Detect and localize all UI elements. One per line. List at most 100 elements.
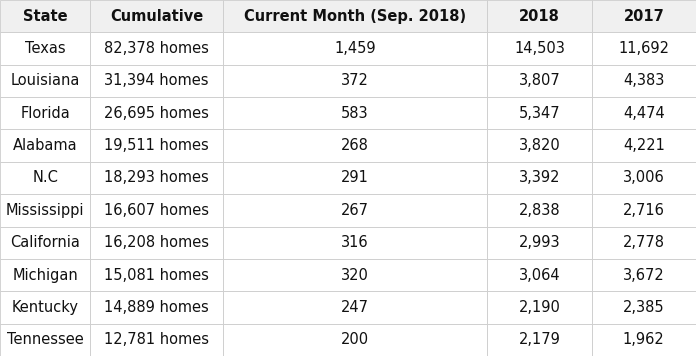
Bar — [90, 32, 223, 65]
Bar — [592, 32, 696, 65]
Bar — [592, 162, 696, 194]
Bar — [223, 259, 487, 291]
Bar — [0, 65, 90, 97]
Bar — [592, 324, 696, 356]
Bar — [592, 226, 696, 259]
Text: 2018: 2018 — [519, 9, 560, 24]
Text: 11,692: 11,692 — [618, 41, 670, 56]
Bar — [0, 259, 90, 291]
Bar — [487, 259, 592, 291]
Text: 18,293 homes: 18,293 homes — [104, 171, 209, 185]
Bar — [90, 130, 223, 162]
Text: 26,695 homes: 26,695 homes — [104, 106, 209, 121]
Bar — [223, 226, 487, 259]
Text: 3,064: 3,064 — [519, 268, 560, 283]
Text: 3,006: 3,006 — [623, 171, 665, 185]
Bar — [223, 324, 487, 356]
Bar — [90, 291, 223, 324]
Bar — [90, 0, 223, 32]
Text: 3,807: 3,807 — [519, 73, 560, 88]
Bar — [90, 65, 223, 97]
Bar — [223, 0, 487, 32]
Bar — [487, 0, 592, 32]
Text: Louisiana: Louisiana — [10, 73, 80, 88]
Text: 2,993: 2,993 — [519, 235, 560, 250]
Bar — [0, 0, 90, 32]
Bar — [90, 226, 223, 259]
Text: Tennessee: Tennessee — [7, 332, 84, 347]
Text: 12,781 homes: 12,781 homes — [104, 332, 209, 347]
Text: 31,394 homes: 31,394 homes — [104, 73, 209, 88]
Bar — [592, 65, 696, 97]
Text: 320: 320 — [341, 268, 369, 283]
Text: Mississippi: Mississippi — [6, 203, 84, 218]
Text: 4,474: 4,474 — [623, 106, 665, 121]
Bar — [223, 291, 487, 324]
Bar — [487, 65, 592, 97]
Text: 14,889 homes: 14,889 homes — [104, 300, 209, 315]
Text: 1,459: 1,459 — [334, 41, 376, 56]
Text: 5,347: 5,347 — [519, 106, 560, 121]
Bar — [0, 194, 90, 226]
Text: 16,607 homes: 16,607 homes — [104, 203, 209, 218]
Bar — [223, 194, 487, 226]
Bar — [592, 0, 696, 32]
Text: 15,081 homes: 15,081 homes — [104, 268, 209, 283]
Text: California: California — [10, 235, 80, 250]
Bar — [223, 97, 487, 130]
Bar — [90, 97, 223, 130]
Text: 4,221: 4,221 — [623, 138, 665, 153]
Text: 2,716: 2,716 — [623, 203, 665, 218]
Text: State: State — [23, 9, 68, 24]
Text: 3,820: 3,820 — [519, 138, 560, 153]
Text: 2,838: 2,838 — [519, 203, 560, 218]
Text: N.C: N.C — [32, 171, 58, 185]
Bar — [223, 32, 487, 65]
Bar — [487, 162, 592, 194]
Text: 2,179: 2,179 — [519, 332, 560, 347]
Text: 291: 291 — [341, 171, 369, 185]
Text: 583: 583 — [341, 106, 369, 121]
Bar — [223, 162, 487, 194]
Text: 3,672: 3,672 — [623, 268, 665, 283]
Text: Cumulative: Cumulative — [110, 9, 203, 24]
Text: Michigan: Michigan — [13, 268, 78, 283]
Bar — [592, 97, 696, 130]
Text: 82,378 homes: 82,378 homes — [104, 41, 209, 56]
Bar — [90, 259, 223, 291]
Bar — [487, 194, 592, 226]
Text: 3,392: 3,392 — [519, 171, 560, 185]
Text: 267: 267 — [341, 203, 369, 218]
Bar — [0, 226, 90, 259]
Text: 2017: 2017 — [624, 9, 664, 24]
Bar — [592, 130, 696, 162]
Bar — [487, 324, 592, 356]
Bar — [592, 194, 696, 226]
Text: Current Month (Sep. 2018): Current Month (Sep. 2018) — [244, 9, 466, 24]
Bar — [487, 97, 592, 130]
Text: 268: 268 — [341, 138, 369, 153]
Text: Alabama: Alabama — [13, 138, 77, 153]
Bar — [0, 291, 90, 324]
Bar — [592, 259, 696, 291]
Text: 372: 372 — [341, 73, 369, 88]
Text: 16,208 homes: 16,208 homes — [104, 235, 209, 250]
Text: 200: 200 — [341, 332, 369, 347]
Text: Texas: Texas — [25, 41, 65, 56]
Bar — [0, 324, 90, 356]
Text: 2,190: 2,190 — [519, 300, 560, 315]
Bar — [90, 194, 223, 226]
Text: Florida: Florida — [20, 106, 70, 121]
Bar — [0, 32, 90, 65]
Bar — [223, 130, 487, 162]
Bar — [487, 291, 592, 324]
Bar — [592, 291, 696, 324]
Bar — [487, 32, 592, 65]
Text: Kentucky: Kentucky — [12, 300, 79, 315]
Bar — [223, 65, 487, 97]
Bar — [0, 97, 90, 130]
Text: 1,962: 1,962 — [623, 332, 665, 347]
Bar — [487, 226, 592, 259]
Text: 2,385: 2,385 — [623, 300, 665, 315]
Bar — [487, 130, 592, 162]
